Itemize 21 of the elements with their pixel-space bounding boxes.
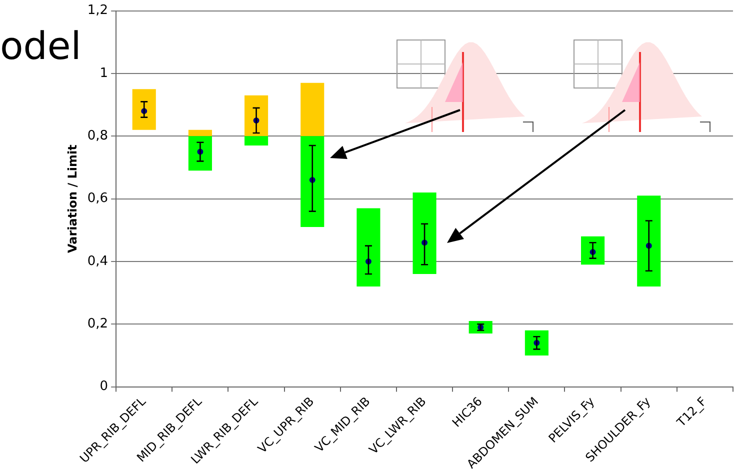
y-tick-label: 0 [100, 379, 108, 394]
bar [188, 130, 212, 136]
bar [300, 82, 324, 136]
bar [637, 196, 661, 287]
bar [524, 330, 548, 356]
y-tick-label: 0,8 [87, 128, 108, 144]
bar [244, 136, 268, 146]
bar [300, 136, 324, 227]
text: odel [0, 24, 82, 68]
bar [412, 192, 436, 274]
y-tick-label: 1,2 [87, 3, 108, 18]
y-tick-label: 0,4 [87, 254, 108, 269]
bar [132, 89, 156, 130]
bar [188, 136, 212, 171]
bar [244, 95, 268, 136]
y-tick-label: 1 [100, 66, 108, 81]
bar [581, 236, 605, 265]
y-axis-title: Variation / Limit [65, 144, 80, 253]
y-tick-label: 0,2 [87, 316, 108, 332]
bar [356, 208, 380, 287]
y-tick-label: 0,6 [87, 191, 108, 206]
